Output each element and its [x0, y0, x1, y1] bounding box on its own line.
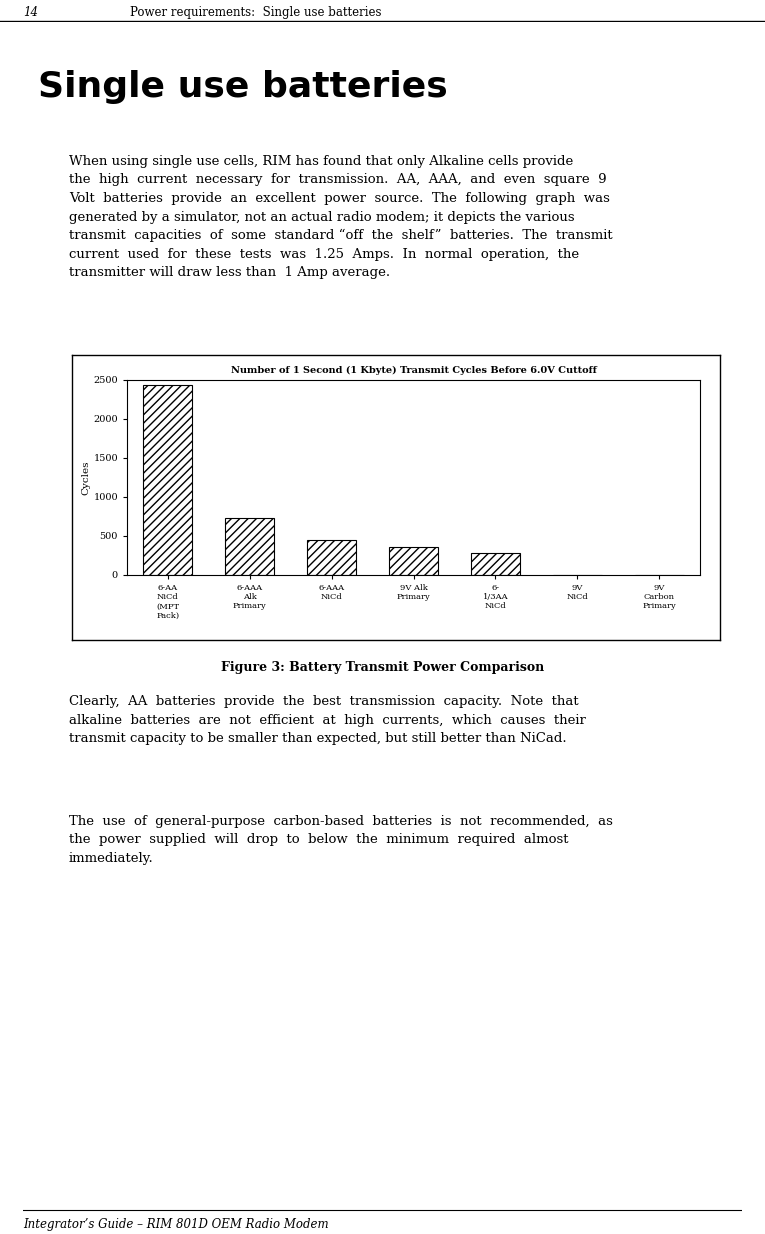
Bar [389, 547, 438, 575]
Text: Power requirements:  Single use batteries: Power requirements: Single use batteries [130, 6, 382, 19]
Title: Number of 1 Second (1 Kbyte) Transmit Cycles Before 6.0V Cuttoff: Number of 1 Second (1 Kbyte) Transmit Cy… [230, 366, 597, 375]
Text: Clearly,  AA  batteries  provide  the  best  transmission  capacity.  Note  that: Clearly, AA batteries provide the best t… [69, 695, 586, 745]
Text: Figure 3: Battery Transmit Power Comparison: Figure 3: Battery Transmit Power Compari… [221, 661, 544, 674]
Bar [470, 553, 520, 575]
Text: Integrator’s Guide – RIM 801D OEM Radio Modem: Integrator’s Guide – RIM 801D OEM Radio … [23, 1218, 329, 1230]
Bar [143, 385, 193, 575]
Bar [225, 518, 275, 575]
Bar [307, 540, 356, 575]
Text: When using single use cells, RIM has found that only Alkaline cells provide
the : When using single use cells, RIM has fou… [69, 155, 613, 279]
Text: Single use batteries: Single use batteries [38, 70, 448, 105]
Y-axis label: Cycles: Cycles [82, 460, 90, 495]
Text: 14: 14 [23, 6, 38, 19]
Text: The  use  of  general-purpose  carbon-based  batteries  is  not  recommended,  a: The use of general-purpose carbon-based … [69, 814, 613, 865]
